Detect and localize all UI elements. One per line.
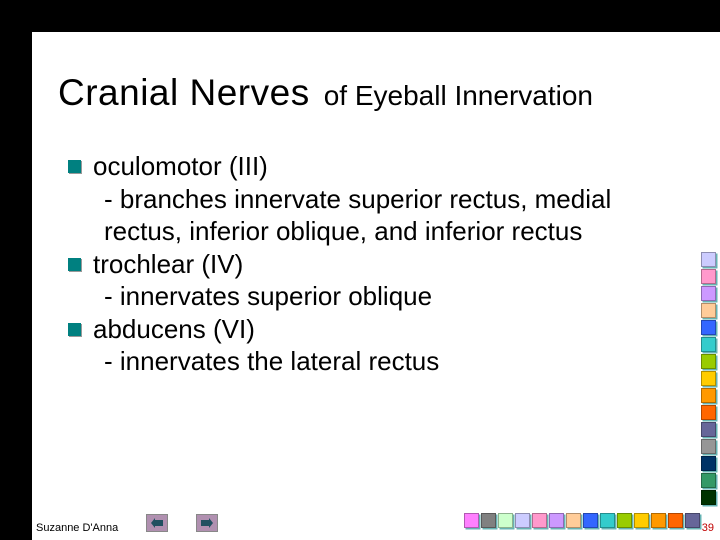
bullet-head: trochlear (IV) [93,248,243,281]
arrow-left-icon [151,518,163,528]
color-palette-vertical [701,252,716,505]
palette-swatch [701,473,716,488]
bullet-sub: - branches innervate superior rectus, me… [104,183,628,248]
nav-arrows [146,514,218,532]
palette-swatch [701,439,716,454]
arrow-right-icon [201,518,213,528]
bullet-item: trochlear (IV) [68,248,628,281]
slide: Cranial Nerves of Eyeball Innervation oc… [32,32,720,540]
palette-swatch [549,513,564,528]
bullet-sub: - innervates superior oblique [104,280,628,313]
bullet-head: oculomotor (III) [93,150,268,183]
palette-swatch [498,513,513,528]
palette-swatch [668,513,683,528]
palette-swatch [651,513,666,528]
palette-swatch [566,513,581,528]
bullet-head: abducens (VI) [93,313,255,346]
palette-swatch [701,405,716,420]
palette-swatch [701,320,716,335]
title-main: Cranial Nerves [58,72,310,114]
bullet-marker-icon [68,323,81,336]
palette-swatch [464,513,479,528]
prev-slide-button[interactable] [146,514,168,532]
title-sub: of Eyeball Innervation [324,80,593,112]
palette-swatch [600,513,615,528]
palette-swatch [701,354,716,369]
slide-footer: Suzanne D'Anna 39 [34,510,718,534]
bullet-marker-icon [68,160,81,173]
palette-swatch [634,513,649,528]
palette-swatch [617,513,632,528]
palette-swatch [701,337,716,352]
palette-swatch [583,513,598,528]
next-slide-button[interactable] [196,514,218,532]
palette-swatch [701,269,716,284]
palette-swatch [685,513,700,528]
slide-number: 39 [702,522,714,534]
bullet-item: oculomotor (III) [68,150,628,183]
bullet-marker-icon [68,258,81,271]
bullet-sub: - innervates the lateral rectus [104,345,628,378]
palette-swatch [701,252,716,267]
palette-swatch [701,371,716,386]
palette-swatch [515,513,530,528]
palette-swatch [532,513,547,528]
palette-swatch [701,303,716,318]
palette-swatch [701,422,716,437]
palette-swatch [701,388,716,403]
palette-swatch [701,286,716,301]
author-name: Suzanne D'Anna [36,522,118,534]
palette-swatch [701,456,716,471]
palette-swatch [701,490,716,505]
color-palette-horizontal [464,513,700,528]
bullet-item: abducens (VI) [68,313,628,346]
content-body: oculomotor (III) - branches innervate su… [68,150,628,378]
palette-swatch [481,513,496,528]
slide-title: Cranial Nerves of Eyeball Innervation [58,72,593,114]
